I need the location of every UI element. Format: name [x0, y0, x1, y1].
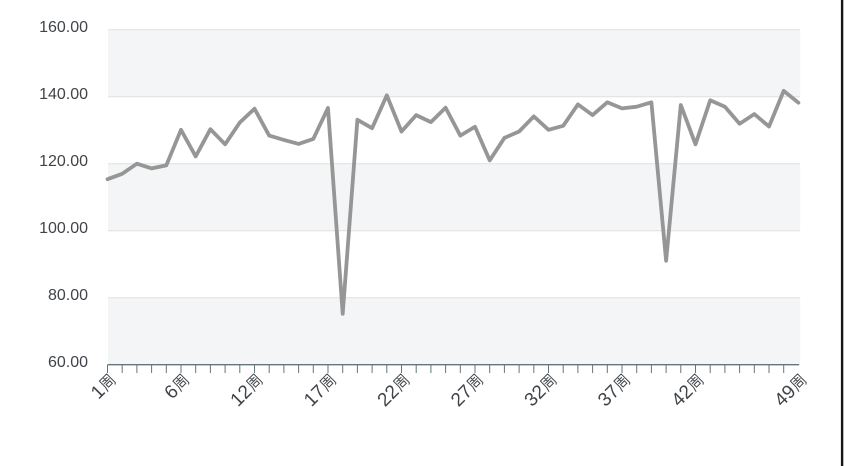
svg-text:160.00: 160.00 [39, 19, 88, 36]
svg-text:120.00: 120.00 [39, 153, 88, 170]
svg-text:80.00: 80.00 [48, 287, 88, 304]
svg-text:100.00: 100.00 [39, 220, 88, 237]
svg-text:140.00: 140.00 [39, 86, 88, 103]
svg-text:60.00: 60.00 [48, 354, 88, 371]
